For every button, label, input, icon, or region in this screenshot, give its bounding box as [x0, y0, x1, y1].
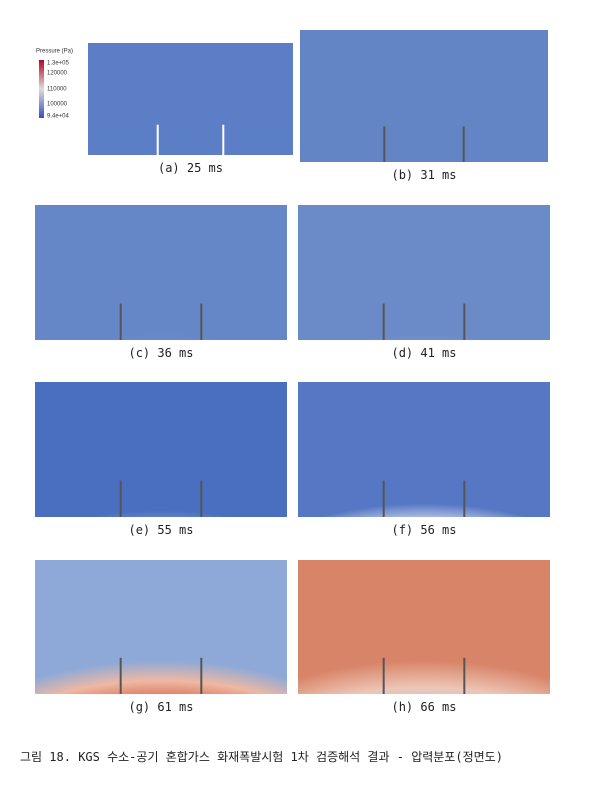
simulation-image — [298, 382, 550, 517]
panel-caption: (b) 31 ms — [391, 168, 457, 182]
pressure-field — [35, 560, 287, 694]
simulation-image — [35, 560, 287, 694]
simulation-image — [35, 382, 287, 517]
legend-tick-label: 110000 — [47, 87, 67, 93]
simulation-image — [298, 560, 550, 694]
panel-caption: (c) 36 ms — [128, 346, 194, 360]
panel-caption: (f) 56 ms — [391, 523, 457, 537]
simulation-image — [88, 43, 293, 155]
simulation-image — [300, 30, 548, 162]
legend-tick-label: 9.4e+04 — [47, 114, 70, 120]
pressure-field — [88, 43, 293, 155]
color-bar — [39, 60, 44, 118]
legend-tick-label: 1.3e+05 — [47, 61, 70, 67]
panel-caption: (g) 61 ms — [128, 700, 194, 714]
pressure-field — [298, 205, 550, 340]
panel-caption: (d) 41 ms — [391, 346, 457, 360]
simulation-image — [298, 205, 550, 340]
pressure-field — [298, 560, 550, 694]
panel-caption: (a) 25 ms — [157, 161, 224, 175]
simulation-image — [35, 205, 287, 340]
pressure-field — [300, 30, 548, 162]
legend-title: Pressure (Pa) — [36, 49, 73, 55]
panel-caption: (h) 66 ms — [391, 700, 457, 714]
panel-caption: (e) 55 ms — [128, 523, 194, 537]
legend: Pressure (Pa) 1.3e+05 120000 110000 100000 9… — [36, 49, 73, 120]
legend-tick-label: 100000 — [47, 102, 68, 108]
figure-caption: 그림 18. KGS 수소-공기 혼합가스 화재폭발시험 1차 검증해석 결과 … — [20, 750, 503, 764]
pressure-field — [35, 382, 287, 517]
pressure-field — [35, 205, 287, 340]
legend-tick-label: 120000 — [47, 71, 68, 77]
pressure-field — [298, 382, 550, 517]
